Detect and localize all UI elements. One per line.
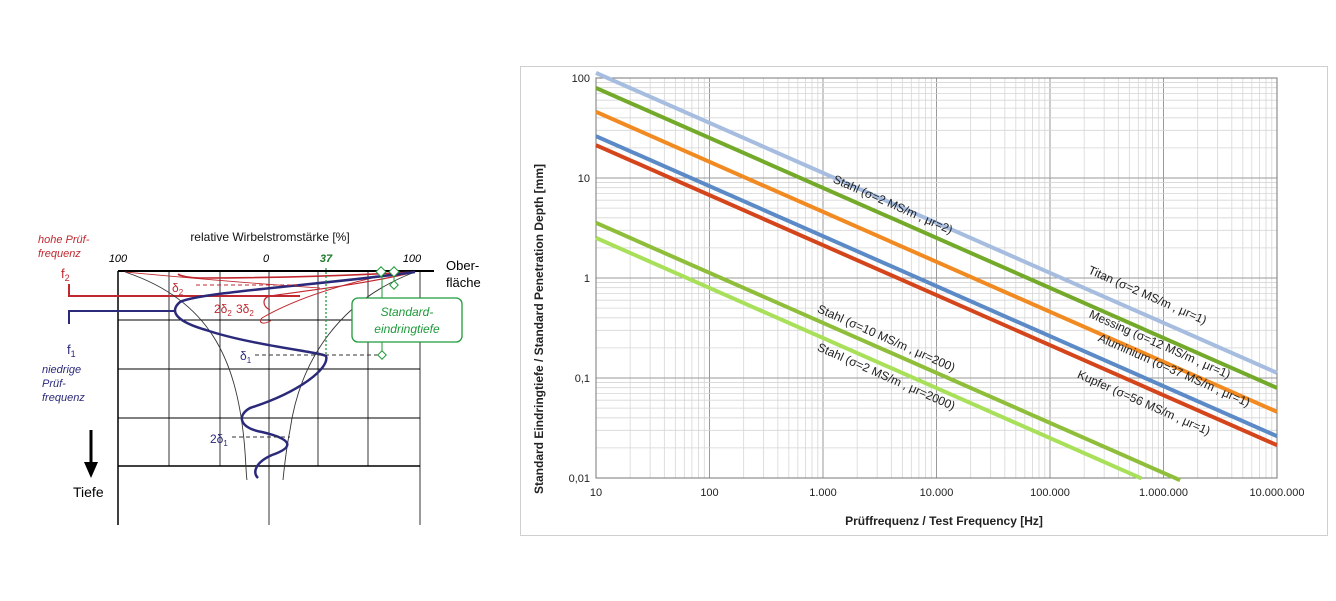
low-frequency-label-line1: niedrige <box>42 364 81 376</box>
series-line <box>595 86 1278 390</box>
x-tick-label: 10.000.000 <box>1249 487 1304 499</box>
y-axis-title: Standard Eindringtiefe / Standard Penetr… <box>532 164 546 494</box>
surface-label-line1: Ober- <box>446 258 479 273</box>
chart-series <box>595 71 1278 483</box>
x-tick-label: 10 <box>590 487 602 499</box>
plot-frame <box>595 77 1278 479</box>
series-line <box>595 236 1143 481</box>
diagram-title: relative Wirbelstromstärke [%] <box>190 230 349 244</box>
series-line <box>595 71 1278 375</box>
three-delta2-label: 3δ2 <box>236 302 254 318</box>
x-axis-title: Prüffrequenz / Test Frequency [Hz] <box>845 514 1043 528</box>
series-line <box>595 221 1181 483</box>
series-line <box>595 109 1278 414</box>
x-tick-label: 10.000 <box>920 487 954 499</box>
f2-bracket <box>68 284 300 297</box>
envelope-left <box>124 271 248 481</box>
f1-label: f1 <box>67 342 76 359</box>
scale-label-right: 100 <box>403 253 422 265</box>
x-tick-label: 100 <box>700 487 718 499</box>
surface-label-line2: fläche <box>446 275 481 290</box>
standard-depth-callout: Standard- eindringtiefe <box>351 297 463 343</box>
chart-ticks: 10 100 1.000 10.000 100.000 1.000.000 10.000.0… <box>569 73 1305 499</box>
low-frequency-label-line2: Prüf- <box>42 378 66 390</box>
f1-bracket <box>68 310 176 324</box>
scale-label-center: 0 <box>263 253 270 265</box>
depth-label: Tiefe <box>73 484 104 500</box>
x-tick-label: 100.000 <box>1030 487 1070 499</box>
chart-canvas: Titan (σ=2 MS/m , μr=1)Stahl (σ=2 MS/m ,… <box>532 71 1305 528</box>
delta2-label: δ2 <box>172 281 184 297</box>
series-line <box>595 143 1278 447</box>
standard-depth-label-line1: Standard- <box>381 305 434 319</box>
standard-depth-label-line2: eindringtiefe <box>374 322 440 336</box>
eddy-current-depth-diagram: relative Wirbelstromstärke [%] 100 0 37 … <box>38 230 481 525</box>
envelope-right <box>282 271 416 481</box>
y-tick-label: 10 <box>578 173 590 185</box>
two-delta1-label: 2δ1 <box>210 432 228 448</box>
y-tick-label: 1 <box>584 273 590 285</box>
delta1-label: δ1 <box>240 349 252 365</box>
low-frequency-curve <box>173 270 416 479</box>
high-frequency-label-line1: hohe Prüf- <box>38 234 90 246</box>
low-frequency-label-line3: frequenz <box>42 392 85 404</box>
y-tick-label: 0,1 <box>575 373 590 385</box>
y-tick-label: 0,01 <box>569 473 590 485</box>
scale-label-37: 37 <box>320 253 333 265</box>
f2-label: f2 <box>61 266 70 283</box>
x-tick-label: 1.000.000 <box>1139 487 1188 499</box>
high-frequency-label-line2: frequenz <box>38 248 81 260</box>
two-delta2-label: 2δ2 <box>214 302 232 318</box>
y-tick-label: 100 <box>572 73 590 85</box>
x-tick-label: 1.000 <box>809 487 837 499</box>
series-line <box>595 134 1278 439</box>
depth-arrow <box>84 430 98 478</box>
high-frequency-curves <box>124 271 416 324</box>
scale-label-left: 100 <box>109 253 128 265</box>
penetration-depth-chart: Titan (σ=2 MS/m , μr=1) Stahl (σ=2 MS/m ,… <box>520 66 1328 536</box>
